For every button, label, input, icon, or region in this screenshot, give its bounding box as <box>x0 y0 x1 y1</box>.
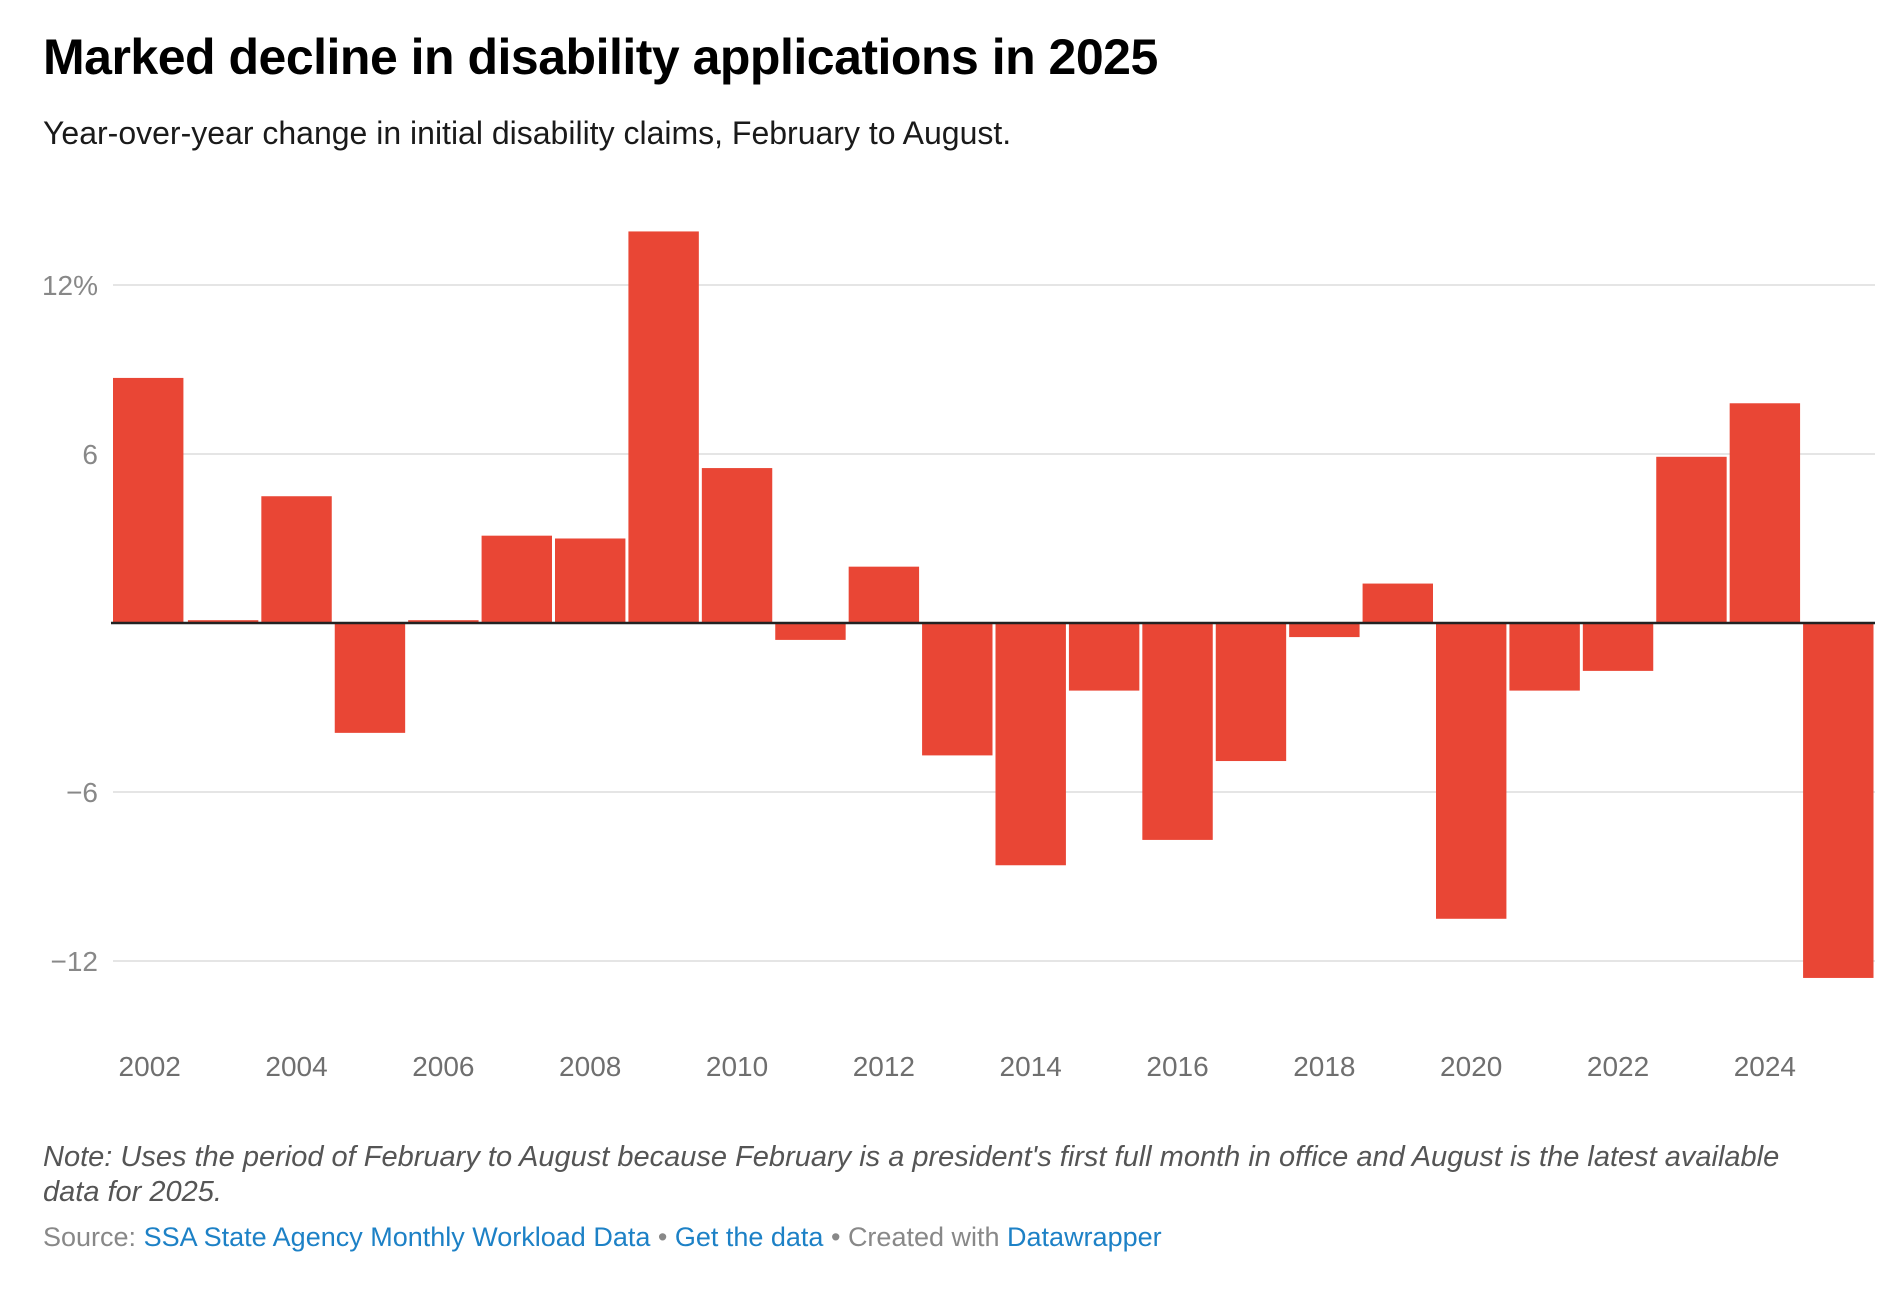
bar-2023 <box>1656 456 1727 623</box>
y-tick-label: 6 <box>82 439 98 470</box>
created-with-text: Created with <box>847 1222 1000 1252</box>
bar-2013 <box>922 623 993 756</box>
x-tick-label: 2016 <box>1146 1051 1208 1082</box>
bar-2009 <box>628 231 699 623</box>
bar-2008 <box>555 538 626 623</box>
bar-2020 <box>1436 623 1507 919</box>
bar-2006 <box>408 620 479 623</box>
separator: • <box>657 1222 668 1252</box>
x-tick-label: 2004 <box>265 1051 327 1082</box>
bar-2012 <box>848 566 920 623</box>
bar-2019 <box>1362 583 1433 623</box>
gridlines <box>113 283 1875 963</box>
bar-2021 <box>1509 623 1580 691</box>
x-tick-label: 2022 <box>1587 1051 1649 1082</box>
bar-2017 <box>1215 623 1287 762</box>
chart-note: Note: Uses the period of February to Aug… <box>43 1141 1780 1208</box>
chart-title: Marked decline in disability application… <box>43 29 1158 85</box>
bar-2022 <box>1582 623 1654 671</box>
get-the-data-link[interactable]: Get the data <box>674 1222 824 1252</box>
bars <box>113 231 1874 978</box>
datawrapper-link[interactable]: Datawrapper <box>1007 1222 1162 1252</box>
chart-subtitle: Year-over-year change in initial disabil… <box>43 115 1012 151</box>
bar-2025 <box>1803 623 1874 978</box>
y-axis-labels: 12% 6 −6 −12 <box>42 270 98 977</box>
y-tick-label: −12 <box>51 946 99 977</box>
source-link[interactable]: SSA State Agency Monthly Workload Data <box>143 1222 651 1252</box>
source-prefix: Source: <box>43 1222 137 1252</box>
x-tick-label: 2024 <box>1734 1051 1796 1082</box>
bar-2011 <box>775 623 846 640</box>
bar-2015 <box>1068 623 1140 691</box>
y-tick-label: 12% <box>42 270 98 301</box>
bar-2024 <box>1729 403 1801 623</box>
source-line: Source: SSA State Agency Monthly Workloa… <box>43 1222 1162 1253</box>
x-axis-labels: 2002 2004 2006 2008 2010 2012 2014 2016 2018 2020… <box>119 1051 1796 1082</box>
bar-2004 <box>261 496 332 623</box>
x-tick-label: 2002 <box>119 1051 181 1082</box>
x-tick-label: 2008 <box>559 1051 621 1082</box>
x-tick-label: 2018 <box>1293 1051 1355 1082</box>
bar-2002 <box>113 377 184 623</box>
bar-2007 <box>481 535 552 623</box>
x-tick-label: 2014 <box>1000 1051 1062 1082</box>
x-tick-label: 2010 <box>706 1051 768 1082</box>
bar-2014 <box>995 623 1066 866</box>
bar-2010 <box>701 468 773 623</box>
bar-2005 <box>334 623 406 733</box>
x-tick-label: 2020 <box>1440 1051 1502 1082</box>
bar-2018 <box>1289 623 1360 638</box>
separator: • <box>830 1222 841 1252</box>
x-tick-label: 2006 <box>412 1051 474 1082</box>
bar-2016 <box>1142 623 1213 840</box>
y-tick-label: −6 <box>66 777 98 808</box>
x-tick-label: 2012 <box>853 1051 915 1082</box>
bar-2003 <box>187 620 259 623</box>
bar-chart: 12%6−6−12 2002 2004 2006 2008 2010 2012 2014 20… <box>42 231 1875 1082</box>
